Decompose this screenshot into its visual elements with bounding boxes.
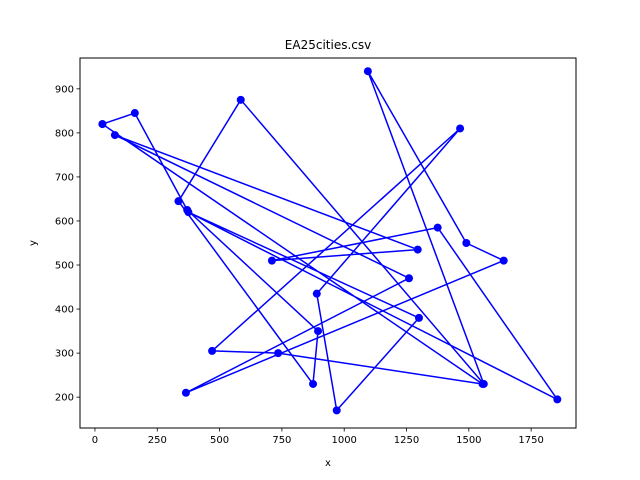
y-tick-label: 400 [55,305,74,316]
data-point [456,124,465,133]
plot-area [79,57,577,429]
data-point [414,313,423,322]
data-point [110,131,119,140]
data-point [405,274,414,283]
x-axis: 0 250 500 750 1000 1250 1500 1750 [92,428,544,446]
data-point [274,349,283,358]
x-tick-label: 1750 [518,435,543,446]
y-tick-label: 600 [55,216,74,227]
data-point [363,67,372,76]
y-tick-label: 300 [55,349,74,360]
data-point [332,406,341,415]
x-axis-label: x [325,458,331,469]
x-tick-label: 500 [210,435,229,446]
y-tick-label: 700 [55,172,74,183]
y-tick-label: 800 [55,128,74,139]
y-tick-label: 500 [55,261,74,272]
x-tick-label: 1500 [456,435,481,446]
chart-title: EA25cities.csv [285,38,371,52]
data-point [433,223,442,232]
x-tick-label: 1000 [331,435,356,446]
data-point [413,245,422,254]
data-point [208,346,217,355]
y-axis-label: y [28,240,39,246]
data-point [309,379,318,388]
y-axis: 200 300 400 500 600 700 800 900 [55,84,80,404]
data-point [314,327,323,336]
x-tick-label: 750 [272,435,291,446]
data-point [98,120,107,129]
data-point [553,395,562,404]
data-point [499,256,508,265]
series-layer [98,67,562,415]
y-tick-label: 200 [55,393,74,404]
data-point [236,95,245,104]
x-tick-label: 250 [148,435,167,446]
y-tick-label: 900 [55,84,74,95]
data-point [181,388,190,397]
data-point [462,239,471,247]
data-point [174,197,183,206]
data-point [130,109,139,118]
data-point [312,289,321,298]
x-tick-label: 0 [92,435,98,446]
data-point [478,379,487,388]
x-tick-label: 1250 [394,435,419,446]
data-point [267,256,276,265]
data-point [184,208,193,217]
